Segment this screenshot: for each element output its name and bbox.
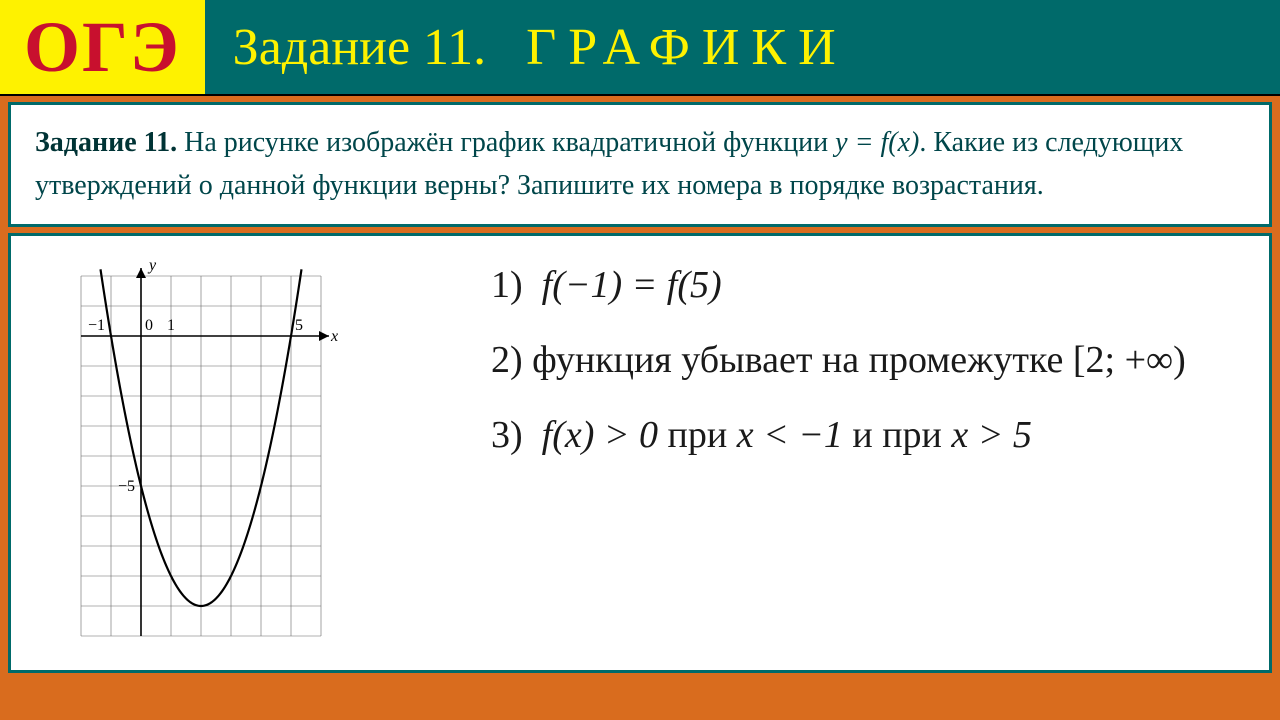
header: ОГЭ Задание 11. ГРАФИКИ bbox=[0, 0, 1280, 96]
statement-3: 3) f(x) > 0 при x < −1 и при x > 5 bbox=[491, 406, 1239, 465]
svg-text:1: 1 bbox=[167, 317, 175, 334]
svg-text:5: 5 bbox=[295, 317, 303, 334]
svg-text:−5: −5 bbox=[118, 478, 135, 495]
problem-text-1: На рисунке изображён график квадратичной… bbox=[184, 127, 835, 158]
title-topic: ГРАФИКИ bbox=[526, 18, 847, 77]
chart-area: −1 01 5 −5 x y bbox=[41, 256, 361, 640]
s1-body: f(−1) = f(5) bbox=[542, 264, 722, 306]
title-task: Задание 11. bbox=[233, 18, 486, 77]
statements: 1) f(−1) = f(5) 2) функция убывает на пр… bbox=[361, 256, 1239, 640]
s1-num: 1) bbox=[491, 264, 523, 306]
title-bar: Задание 11. ГРАФИКИ bbox=[205, 0, 1280, 94]
s3-and: и при bbox=[843, 414, 952, 456]
parabola-chart: −1 01 5 −5 x y bbox=[61, 256, 341, 656]
svg-text:−1: −1 bbox=[88, 317, 105, 334]
statement-1: 1) f(−1) = f(5) bbox=[491, 256, 1239, 315]
problem-statement: Задание 11. На рисунке изображён график … bbox=[8, 102, 1272, 227]
svg-text:x: x bbox=[330, 328, 338, 345]
s3-pre: f(x) > 0 bbox=[542, 414, 658, 456]
exam-badge: ОГЭ bbox=[0, 0, 205, 94]
problem-label: Задание 11. bbox=[35, 127, 177, 158]
problem-formula: y = f(x) bbox=[835, 127, 919, 158]
svg-text:0: 0 bbox=[145, 317, 153, 334]
statement-2: 2) функция убывает на промежутке [2; +∞) bbox=[491, 331, 1239, 390]
s3-cond2: x > 5 bbox=[951, 414, 1032, 456]
s3-mid: при bbox=[658, 414, 737, 456]
s3-num: 3) bbox=[491, 414, 523, 456]
s2-body: функция убывает на промежутке [2; +∞) bbox=[532, 339, 1186, 381]
s3-cond1: x < −1 bbox=[737, 414, 843, 456]
s2-num: 2) bbox=[491, 339, 523, 381]
svg-text:y: y bbox=[147, 257, 157, 274]
content-box: −1 01 5 −5 x y 1) f(−1) = f(5) 2) функция убы… bbox=[8, 233, 1272, 673]
